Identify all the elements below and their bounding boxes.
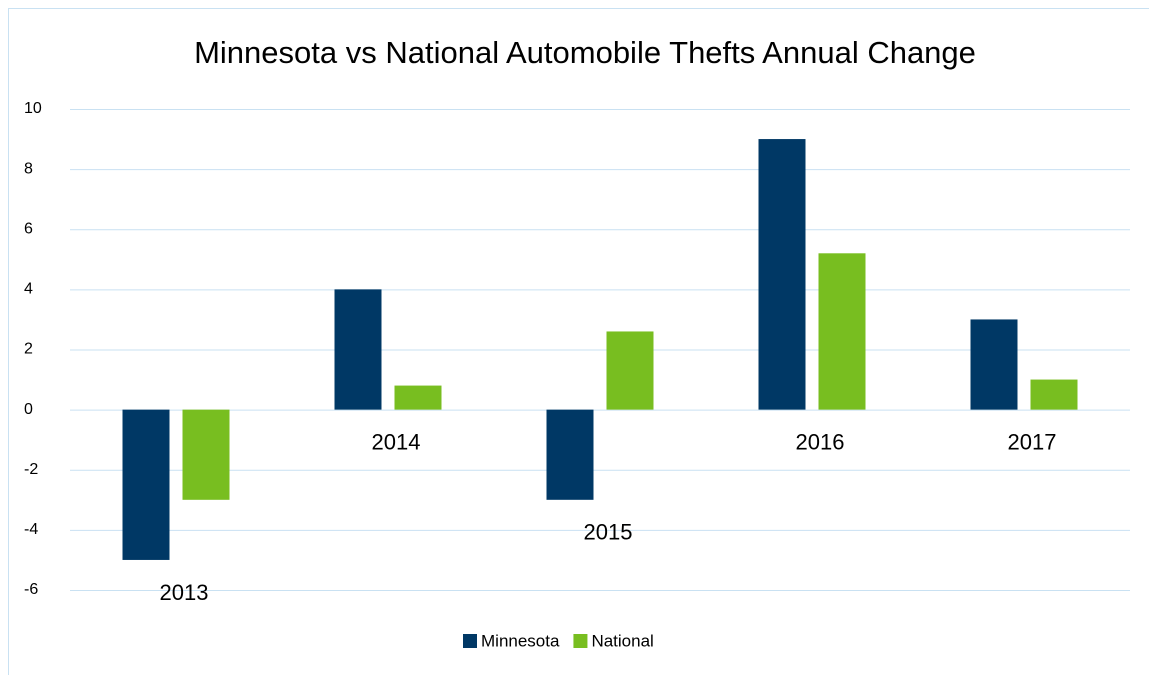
y-tick-label: 8	[24, 160, 33, 177]
x-tick-label: 2017	[1008, 429, 1057, 454]
x-tick-label: 2013	[160, 580, 209, 605]
legend-swatch	[573, 634, 588, 648]
bar	[394, 385, 442, 410]
bar	[758, 139, 806, 410]
x-tick-label: 2016	[796, 429, 845, 454]
y-tick-label: -4	[24, 521, 38, 538]
bar	[546, 409, 594, 500]
bar	[1030, 379, 1078, 410]
y-tick-label: 6	[24, 220, 33, 237]
chart-title: Minnesota vs National Automobile Thefts …	[194, 35, 976, 70]
legend-swatch	[463, 634, 477, 648]
y-tick-label: 0	[24, 401, 33, 418]
x-tick-label: 2015	[584, 520, 633, 545]
bar	[182, 409, 230, 500]
y-tick-label: 2	[24, 341, 33, 358]
bar	[606, 331, 654, 410]
bar	[334, 289, 382, 410]
y-tick-label: 10	[24, 100, 42, 117]
legend-label: National	[591, 631, 653, 650]
bar	[122, 409, 170, 560]
y-tick-label: 4	[24, 281, 33, 298]
y-tick-label: -2	[24, 461, 38, 478]
bar	[970, 319, 1018, 410]
bar	[818, 253, 866, 410]
legend-label: Minnesota	[481, 631, 560, 650]
y-tick-label: -6	[24, 581, 38, 598]
x-tick-label: 2014	[372, 429, 421, 454]
